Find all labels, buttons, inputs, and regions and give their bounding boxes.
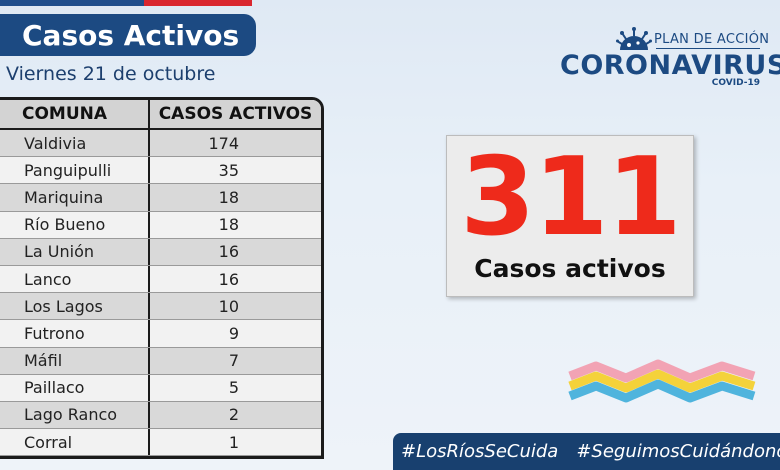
flag-red-stripe [144,0,252,6]
casos-cell: 16 [218,242,239,262]
table-row: Lanco 16 [0,265,321,294]
column-header-comuna: COMUNA [0,100,150,128]
page-title: Casos Activos [22,18,240,52]
logo-divider [656,48,760,49]
column-header-casos: CASOS ACTIVOS [158,104,313,124]
active-cases-label: Casos activos [474,254,666,283]
comuna-cell: Valdivia [0,130,150,157]
comuna-cell: La Unión [0,238,150,265]
casos-cell: 18 [218,215,239,235]
casos-cell: 2 [228,405,239,425]
comuna-cell: Corral [0,429,150,456]
coronavirus-logo: PLAN DE ACCIÓN CORONAVIRUS COVID-19 [560,26,780,90]
virus-icon [616,27,652,50]
casos-cell: 174 [208,133,239,153]
comuna-cell: Máfil [0,347,150,374]
table-row: Panguipulli 35 [0,157,321,185]
table-row: La Unión 16 [0,238,321,266]
table-row: Corral 1 [0,429,321,457]
table-row: Futrono 9 [0,320,321,348]
table-row: Lago Ranco 2 [0,401,321,430]
table-body: Valdivia 174 Panguipulli 35 Mariquina 18 Rí… [0,130,321,457]
comuna-cell: Río Bueno [0,211,150,238]
flag-blue-stripe [0,0,144,6]
table-row: Valdivia 174 [0,130,321,158]
comuna-cell: Mariquina [0,184,150,211]
logo-plan-text: PLAN DE ACCIÓN [654,32,770,47]
table-row: Los Lagos 10 [0,293,321,321]
casos-cell: 10 [218,296,239,316]
comuna-cell: Futrono [0,320,150,347]
casos-cell: 5 [228,378,239,398]
cases-table: COMUNA CASOS ACTIVOS Valdivia 174 Panguip… [0,97,324,460]
table-header: COMUNA CASOS ACTIVOS [0,100,321,130]
table-row: Mariquina 18 [0,184,321,212]
page-title-box: Casos Activos [0,14,256,56]
hashtag-seguimos: #SeguimosCuidándonos [576,441,780,462]
casos-cell: 7 [228,351,239,371]
report-date: Viernes 21 de octubre [6,63,216,85]
hashtag-los-rios: #LosRíosSeCuida [401,441,559,462]
flag-stripe [0,0,252,6]
logo-name: CORONAVIRUS [560,50,780,81]
comuna-cell: Lanco [0,265,150,293]
casos-cell: 35 [218,160,239,180]
casos-cell: 1 [228,432,239,452]
casos-cell: 9 [228,323,239,343]
hashtag-banner: #LosRíosSeCuida #SeguimosCuidándonos [393,433,780,470]
comuna-cell: Paillaco [0,374,150,401]
table-row: Paillaco 5 [0,374,321,402]
active-cases-counter: 311 Casos activos [446,135,694,297]
casos-cell: 18 [218,187,239,207]
comuna-cell: Los Lagos [0,293,150,320]
logo-subtitle: COVID-19 [711,78,760,88]
table-row: Máfil 7 [0,347,321,375]
comuna-cell: Lago Ranco [0,401,150,429]
active-cases-number: 311 [460,135,681,260]
rainbow-wave-graphic [568,359,756,403]
casos-cell: 16 [218,269,239,289]
table-row: Río Bueno 18 [0,211,321,239]
comuna-cell: Panguipulli [0,157,150,184]
